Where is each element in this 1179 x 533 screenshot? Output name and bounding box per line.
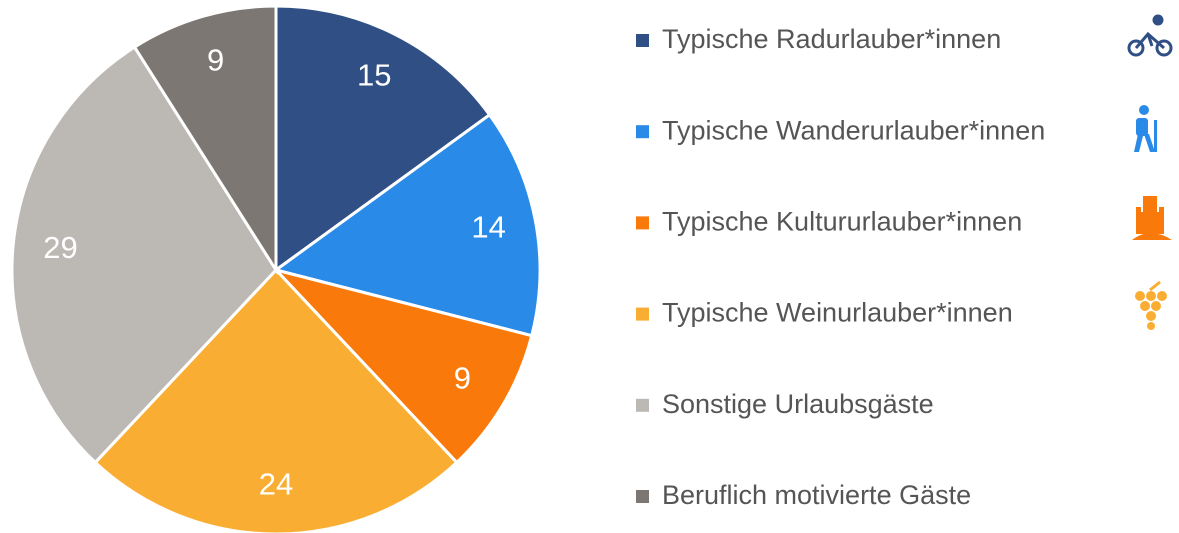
data-label: 29 bbox=[43, 230, 77, 265]
grapes-icon bbox=[1135, 280, 1167, 330]
data-label: 9 bbox=[454, 360, 471, 395]
pie-slice bbox=[93, 267, 459, 533]
legend-label: Typische Weinurlauber*innen bbox=[662, 298, 1013, 328]
pie-slice bbox=[272, 112, 542, 338]
legend-label: Typische Kultururlauber*innen bbox=[662, 207, 1022, 237]
pie-slice bbox=[274, 4, 492, 273]
legend-label: Beruflich motivierte Gäste bbox=[662, 480, 971, 510]
legend-label: Typische Wanderurlauber*innen bbox=[662, 115, 1045, 145]
data-label: 15 bbox=[357, 57, 391, 92]
legend-swatch bbox=[636, 34, 649, 47]
data-label: 14 bbox=[471, 210, 505, 245]
legend-swatch bbox=[636, 216, 649, 230]
legend-label: Sonstige Urlaubsgäste bbox=[662, 389, 934, 419]
legend-swatch bbox=[636, 307, 649, 321]
data-label: 9 bbox=[207, 42, 224, 77]
legend-label: Typische Radurlauber*innen bbox=[662, 24, 1001, 54]
legend-swatch bbox=[636, 490, 649, 503]
legend-swatch bbox=[636, 125, 649, 139]
pie-slice bbox=[271, 267, 534, 465]
icons bbox=[1127, 14, 1173, 330]
pie-slice bbox=[132, 4, 278, 276]
data-label: 24 bbox=[259, 467, 293, 502]
hiker-icon bbox=[1134, 105, 1157, 152]
legend-swatch bbox=[636, 398, 649, 412]
bike-icon bbox=[1127, 14, 1173, 57]
castle-icon bbox=[1132, 196, 1172, 240]
pie-slice bbox=[10, 45, 278, 465]
